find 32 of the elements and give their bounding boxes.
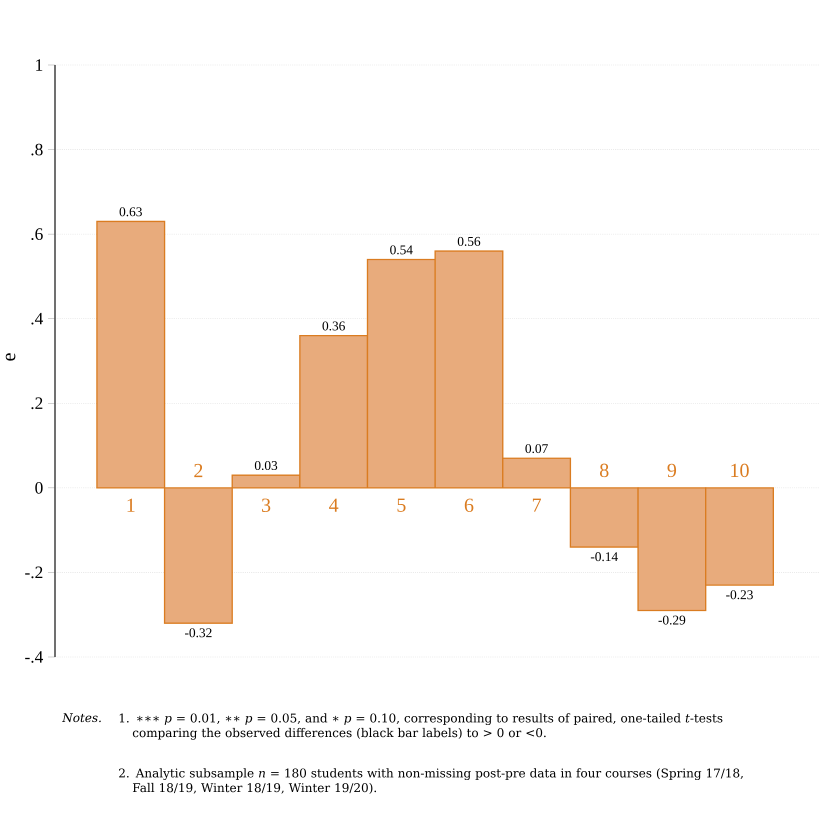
y-tick-label: .6 <box>31 228 43 240</box>
text: Notes. <box>62 713 101 722</box>
x-tick-label: 3 <box>262 498 270 512</box>
x-tick-label: 10 <box>731 464 749 478</box>
y-tick-label: -.2 <box>25 566 42 578</box>
data-label: 0.54 <box>390 245 413 254</box>
y-tick-label: .2 <box>31 397 42 410</box>
x-tick-label: 1 <box>128 498 135 512</box>
x-tick-label: 9 <box>668 464 676 478</box>
x-tick-label: 6 <box>464 498 474 512</box>
y-tick-label: -.4 <box>25 651 44 663</box>
y-tick-label: 1 <box>36 59 42 71</box>
data-label: 0.63 <box>120 207 142 216</box>
y-tick-label: .8 <box>31 144 43 156</box>
data-label: 0.56 <box>458 236 480 246</box>
data-label: -0.14 <box>590 552 618 562</box>
data-label: 0.03 <box>254 461 278 470</box>
text: 2. Analytic subsample n = 180 students with non-missing post-pre data in four courses (Spring 17/18, Fall 18/19, Winter 18/19, Winter 19/20). <box>119 768 743 794</box>
x-tick-label: 5 <box>397 498 406 512</box>
x-tick-label: 4 <box>329 498 338 512</box>
y-tick-label: 0 <box>35 482 43 494</box>
data-label: 0.07 <box>525 444 548 454</box>
data-label: -0.32 <box>185 628 212 638</box>
y-axis-title: e <box>6 353 16 361</box>
data-label: -0.23 <box>726 590 753 600</box>
x-tick-label: 8 <box>600 464 608 478</box>
text: 1. ∗∗∗ p = 0.01, ∗∗ p = 0.05, and ∗ p = 0.10, corresponding to results of paired, one-tailed t-tests comparing the observed differences (black bar labels) to > 0 or <0. <box>120 713 722 740</box>
x-tick-label: 2 <box>194 464 202 478</box>
data-label: 0.36 <box>322 321 345 331</box>
x-tick-label: 7 <box>532 498 541 512</box>
data-label: -0.29 <box>658 616 686 625</box>
y-tick-label: .4 <box>31 312 44 325</box>
